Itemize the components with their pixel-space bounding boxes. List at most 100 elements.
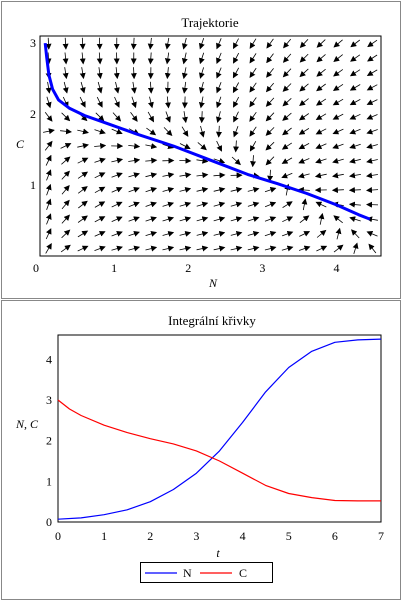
direction-arrow	[350, 54, 361, 62]
direction-arrow	[349, 69, 361, 77]
direction-arrow	[128, 216, 140, 222]
direction-arrow	[301, 198, 308, 211]
x-tick-label: 4	[334, 261, 340, 275]
direction-arrow	[332, 83, 344, 91]
direction-arrow	[250, 155, 257, 168]
series-line-c	[57, 399, 381, 502]
direction-arrow	[282, 112, 292, 121]
direction-arrow	[316, 68, 326, 77]
direction-arrow	[281, 245, 294, 252]
direction-arrow	[249, 67, 257, 79]
direction-arrow	[231, 156, 241, 166]
direction-arrow	[332, 113, 344, 120]
x-tick-label: 2	[185, 261, 191, 275]
direction-arrow	[62, 81, 69, 94]
x-tick-label: 0	[33, 261, 39, 275]
direction-arrow	[352, 242, 359, 255]
direction-arrow	[61, 170, 70, 180]
direction-arrow	[282, 98, 292, 107]
plot-area-frame	[57, 334, 382, 523]
x-tick-label: 4	[240, 529, 246, 543]
direction-arrow	[367, 54, 378, 62]
direction-arrow	[233, 38, 239, 50]
direction-arrow	[96, 96, 103, 108]
direction-arrow	[77, 157, 89, 164]
direction-arrow	[348, 187, 361, 194]
y-tick-label: 1	[30, 178, 36, 192]
direction-arrow	[315, 143, 327, 149]
direction-arrow	[333, 39, 343, 48]
direction-arrow	[298, 245, 311, 252]
direction-arrow	[96, 81, 103, 94]
direction-arrow	[366, 114, 378, 120]
phase-portrait-chart: Trajektorie 0 1 2 3 4 1 2 3 N C	[16, 15, 382, 290]
direction-arrow	[45, 183, 52, 196]
direction-arrow	[318, 212, 325, 225]
direction-arrow	[316, 229, 327, 238]
direction-arrow	[78, 200, 88, 209]
direction-arrow	[233, 96, 240, 108]
direction-arrow	[316, 39, 326, 48]
direction-arrow	[179, 216, 192, 223]
direction-arrow	[145, 143, 158, 150]
direction-arrow	[145, 172, 158, 179]
direction-arrow	[264, 216, 277, 222]
direction-arrow	[179, 201, 192, 208]
direction-arrow	[128, 231, 140, 237]
trajectory-series	[43, 42, 371, 221]
direction-arrow	[265, 82, 275, 93]
x-axis-label: N	[208, 276, 218, 290]
y-tick-label: 2	[30, 107, 36, 121]
direction-arrow	[199, 52, 205, 65]
y-axis-label: C	[16, 137, 25, 151]
direction-arrow	[215, 111, 222, 123]
direction-arrow	[79, 52, 86, 65]
direction-arrow	[181, 67, 188, 80]
direction-arrow	[111, 157, 124, 164]
direction-arrow	[113, 81, 120, 94]
direction-arrow	[216, 38, 222, 50]
direction-arrow	[230, 245, 243, 252]
direction-arrow	[316, 54, 326, 63]
direction-arrow	[316, 245, 328, 252]
direction-arrow	[165, 111, 171, 123]
integral-curves-chart: Integrální křivky 0 1 2 3 4 5 6 7 0 1 2 3 4 t N, C N…	[15, 313, 384, 583]
direction-arrow	[332, 143, 344, 149]
direction-arrow	[230, 230, 243, 237]
direction-arrow	[264, 245, 277, 252]
direction-arrow	[332, 128, 344, 135]
direction-arrow	[162, 201, 175, 208]
direction-arrow	[77, 230, 89, 238]
direction-arrow	[147, 37, 154, 50]
direction-arrow	[247, 216, 260, 222]
direction-arrow	[181, 52, 188, 65]
direction-arrow	[333, 215, 343, 224]
direction-arrow	[349, 99, 361, 106]
direction-arrow	[298, 158, 310, 164]
direction-arrow	[298, 128, 310, 135]
y-tick-label: 4	[46, 352, 52, 366]
y-tick-label: 1	[46, 474, 52, 488]
bottom-panel-frame	[1, 300, 401, 600]
direction-arrow	[94, 142, 107, 149]
direction-arrow	[265, 97, 275, 107]
direction-arrow	[368, 243, 377, 254]
direction-arrow	[111, 245, 123, 252]
y-tick-label: 3	[30, 36, 36, 50]
direction-arrow	[162, 186, 175, 193]
chart-title: Integrální křivky	[168, 313, 256, 328]
direction-arrow	[95, 112, 105, 122]
direction-arrow	[215, 125, 222, 138]
x-tick-label: 3	[193, 529, 199, 543]
direction-arrow	[249, 111, 257, 122]
direction-arrow	[348, 201, 361, 208]
direction-arrow	[181, 126, 189, 137]
direction-arrow	[164, 52, 171, 65]
direction-arrow	[198, 96, 205, 109]
direction-arrow	[111, 172, 123, 178]
direction-arrow	[128, 201, 140, 208]
direction-arrow	[247, 201, 260, 208]
direction-arrow	[162, 143, 175, 150]
direction-arrow	[265, 156, 275, 166]
direction-arrow	[349, 157, 361, 164]
